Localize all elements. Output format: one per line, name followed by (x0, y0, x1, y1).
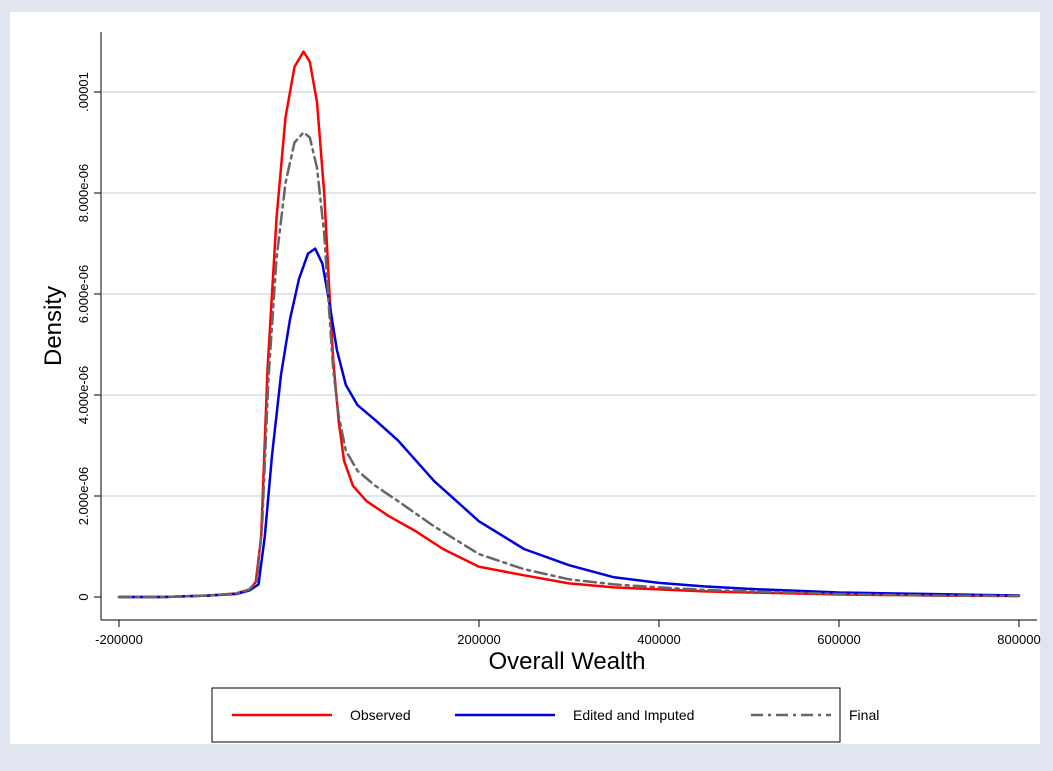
grid-lines (102, 91, 1036, 497)
y-tick-label: 6.000e-06 (76, 265, 91, 324)
x-axis-title: Overall Wealth (489, 648, 646, 675)
x-tick-label: 800000 (997, 632, 1040, 647)
x-tick-label: 400000 (637, 632, 680, 647)
y-tick-label: 0 (76, 593, 91, 600)
legend: Observed Edited and Imputed Final (211, 687, 879, 743)
y-ticks: 0 2.000e-06 4.000e-06 6.000e-06 8.000e-06 .00… (76, 72, 101, 601)
legend-items: Observed Edited and Imputed Final (232, 707, 879, 723)
x-tick-label: 600000 (817, 632, 860, 647)
series-line-edited-and-imputed (117, 247, 1021, 599)
y-axis-title: Density (40, 286, 67, 366)
y-tick-label: 2.000e-06 (76, 467, 91, 526)
x-tick-label: 200000 (457, 632, 500, 647)
y-tick-label: 4.000e-06 (76, 366, 91, 425)
series-line-final (117, 131, 1021, 599)
x-ticks: -200000 200000 400000 600000 800000 (95, 620, 1041, 647)
series-lines (117, 50, 1021, 599)
y-tick-label: .00001 (76, 72, 91, 112)
legend-label: Final (849, 707, 879, 723)
plot-region-background (10, 12, 1040, 744)
legend-label: Observed (350, 707, 411, 723)
legend-label: Edited and Imputed (573, 707, 694, 723)
x-tick-label: -200000 (95, 632, 143, 647)
y-tick-label: 8.000e-06 (76, 164, 91, 223)
